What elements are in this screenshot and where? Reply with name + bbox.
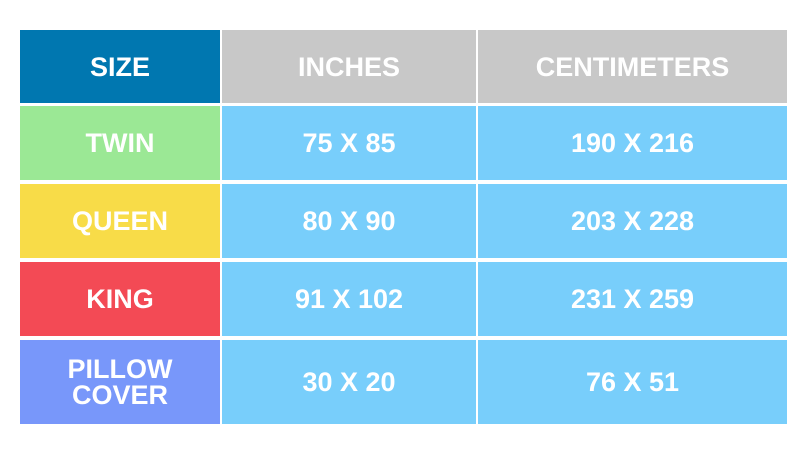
- size-cell: QUEEN: [20, 184, 220, 258]
- centimeters-cell: 190 X 216: [478, 106, 787, 180]
- centimeters-cell: 231 X 259: [478, 262, 787, 336]
- centimeters-cell: 203 X 228: [478, 184, 787, 258]
- inches-cell: 30 X 20: [222, 340, 476, 424]
- centimeters-cell: 76 X 51: [478, 340, 787, 424]
- size-cell: TWIN: [20, 106, 220, 180]
- header-cell: INCHES: [222, 30, 476, 103]
- header-cell: SIZE: [20, 30, 220, 103]
- inches-cell: 75 X 85: [222, 106, 476, 180]
- inches-cell: 80 X 90: [222, 184, 476, 258]
- inches-cell: 91 X 102: [222, 262, 476, 336]
- header-cell: CENTIMETERS: [478, 30, 787, 103]
- size-cell: KING: [20, 262, 220, 336]
- size-cell: PILLOW COVER: [20, 340, 220, 424]
